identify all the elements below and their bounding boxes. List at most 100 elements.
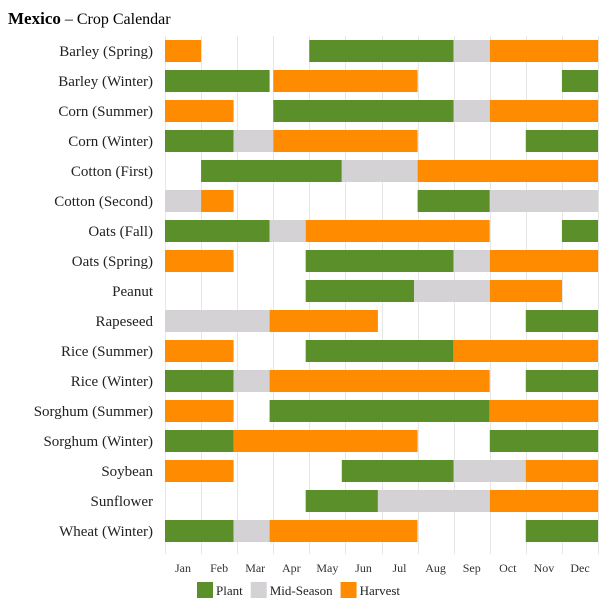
bar-segment-harvest bbox=[489, 400, 599, 422]
month-tick-labels: Jan Feb Mar Apr May Jun Jul Aug Sep Oct Nov Dec bbox=[175, 561, 590, 575]
bar-segment-plant bbox=[165, 430, 234, 452]
crop-label: Sorghum (Winter) bbox=[43, 434, 153, 450]
legend-label-plant: Plant bbox=[216, 583, 243, 598]
bar-segment-plant bbox=[561, 70, 598, 92]
bar-segment-harvest bbox=[269, 520, 418, 542]
bar-segment-harvest bbox=[305, 220, 490, 242]
month-tick-label: Jun bbox=[355, 561, 372, 575]
legend-swatch-harvest bbox=[340, 582, 357, 598]
crop-label: Oats (Spring) bbox=[72, 254, 153, 270]
month-tick-label: Sep bbox=[463, 561, 481, 575]
bar-segment-harvest bbox=[165, 100, 234, 122]
crop-label: Cotton (Second) bbox=[54, 194, 153, 210]
bar-segment-harvest bbox=[273, 130, 418, 152]
crop-labels: Barley (Spring) Barley (Winter) Corn (Summ… bbox=[34, 44, 154, 540]
bar-segment-harvest bbox=[165, 400, 234, 422]
bar-segment-plant bbox=[417, 190, 490, 212]
bar-segment-mid bbox=[165, 310, 270, 332]
legend-label-harvest: Harvest bbox=[360, 583, 401, 598]
month-tick-label: May bbox=[316, 561, 338, 575]
month-tick-label: Jan bbox=[175, 561, 191, 575]
bar-segment-plant bbox=[489, 430, 599, 452]
legend-swatch-mid bbox=[250, 582, 267, 598]
bar-segment-harvest bbox=[453, 340, 598, 362]
bar-segment-mid bbox=[341, 160, 418, 182]
bar-segment-plant bbox=[269, 400, 490, 422]
chart-subtitle: Crop Calendar bbox=[77, 11, 171, 28]
bar-segment-plant bbox=[305, 340, 454, 362]
bar-segment-mid bbox=[233, 130, 274, 152]
bar-segment-harvest bbox=[525, 460, 598, 482]
legend: Plant Mid-Season Harvest bbox=[197, 582, 400, 598]
crop-label: Cotton (First) bbox=[71, 164, 153, 180]
bar-segment-plant bbox=[525, 370, 598, 392]
bar-segment-harvest bbox=[165, 250, 234, 272]
bar-segment-harvest bbox=[489, 40, 599, 62]
bar-segment-plant bbox=[165, 520, 234, 542]
crop-label: Sorghum (Summer) bbox=[34, 404, 153, 420]
chart-title-dash: – bbox=[64, 11, 74, 28]
bar-segment-plant bbox=[165, 370, 234, 392]
month-tick-label: Mar bbox=[245, 561, 265, 575]
legend-label-mid: Mid-Season bbox=[270, 583, 333, 598]
month-tick-label: Dec bbox=[570, 561, 589, 575]
bar-segment-harvest bbox=[489, 490, 599, 512]
crop-label: Barley (Winter) bbox=[58, 74, 153, 90]
bar-segment-plant bbox=[305, 490, 378, 512]
chart-title: Mexico bbox=[8, 9, 61, 28]
bar-segment-mid bbox=[489, 190, 599, 212]
bar-segment-harvest bbox=[417, 160, 598, 182]
legend-swatch-plant bbox=[197, 582, 213, 598]
bar-segment-mid bbox=[453, 250, 490, 272]
bar-segment-plant bbox=[273, 100, 454, 122]
month-tick-label: Apr bbox=[282, 561, 301, 575]
bar-segment-harvest bbox=[273, 70, 418, 92]
bar-segment-harvest bbox=[165, 40, 202, 62]
crop-label: Rice (Summer) bbox=[61, 344, 153, 360]
bar-segment-plant bbox=[525, 310, 598, 332]
bar-segment-harvest bbox=[269, 310, 378, 332]
crop-bars bbox=[165, 40, 599, 542]
crop-label: Rice (Winter) bbox=[71, 374, 153, 390]
bar-segment-mid bbox=[269, 220, 306, 242]
crop-label: Sunflower bbox=[91, 494, 154, 510]
crop-label: Wheat (Winter) bbox=[59, 524, 153, 540]
crop-label: Barley (Spring) bbox=[59, 44, 153, 60]
bar-segment-plant bbox=[341, 460, 454, 482]
bar-segment-mid bbox=[453, 460, 526, 482]
bar-segment-mid bbox=[453, 100, 490, 122]
bar-segment-mid bbox=[453, 40, 490, 62]
bar-segment-plant bbox=[305, 250, 454, 272]
bar-segment-mid bbox=[414, 280, 490, 302]
month-tick-label: Nov bbox=[534, 561, 555, 575]
bar-segment-plant bbox=[165, 220, 270, 242]
crop-label: Rapeseed bbox=[96, 314, 154, 330]
bar-segment-harvest bbox=[489, 280, 562, 302]
bar-segment-plant bbox=[561, 220, 598, 242]
month-tick-label: Feb bbox=[210, 561, 228, 575]
bar-segment-plant bbox=[525, 520, 598, 542]
crop-label: Corn (Summer) bbox=[58, 104, 153, 120]
bar-segment-harvest bbox=[233, 430, 418, 452]
crop-label: Corn (Winter) bbox=[68, 134, 153, 150]
bar-segment-plant bbox=[305, 280, 414, 302]
month-tick-label: Aug bbox=[425, 561, 446, 575]
bar-segment-harvest bbox=[165, 460, 234, 482]
bar-segment-mid bbox=[233, 520, 270, 542]
bar-segment-mid bbox=[165, 190, 202, 212]
bar-segment-harvest bbox=[165, 340, 234, 362]
month-tick-label: Oct bbox=[499, 561, 517, 575]
crop-label: Soybean bbox=[101, 464, 153, 480]
bar-segment-harvest bbox=[489, 100, 599, 122]
bar-segment-plant bbox=[165, 130, 234, 152]
bar-segment-mid bbox=[377, 490, 490, 512]
bar-segment-harvest bbox=[269, 370, 490, 392]
chart-title-group: Mexico – Crop Calendar bbox=[8, 9, 171, 28]
bar-segment-plant bbox=[309, 40, 454, 62]
bar-segment-harvest bbox=[201, 190, 234, 212]
crop-label: Peanut bbox=[112, 284, 154, 300]
month-tick-label: Jul bbox=[392, 561, 407, 575]
bar-segment-mid bbox=[233, 370, 270, 392]
bar-segment-plant bbox=[201, 160, 342, 182]
